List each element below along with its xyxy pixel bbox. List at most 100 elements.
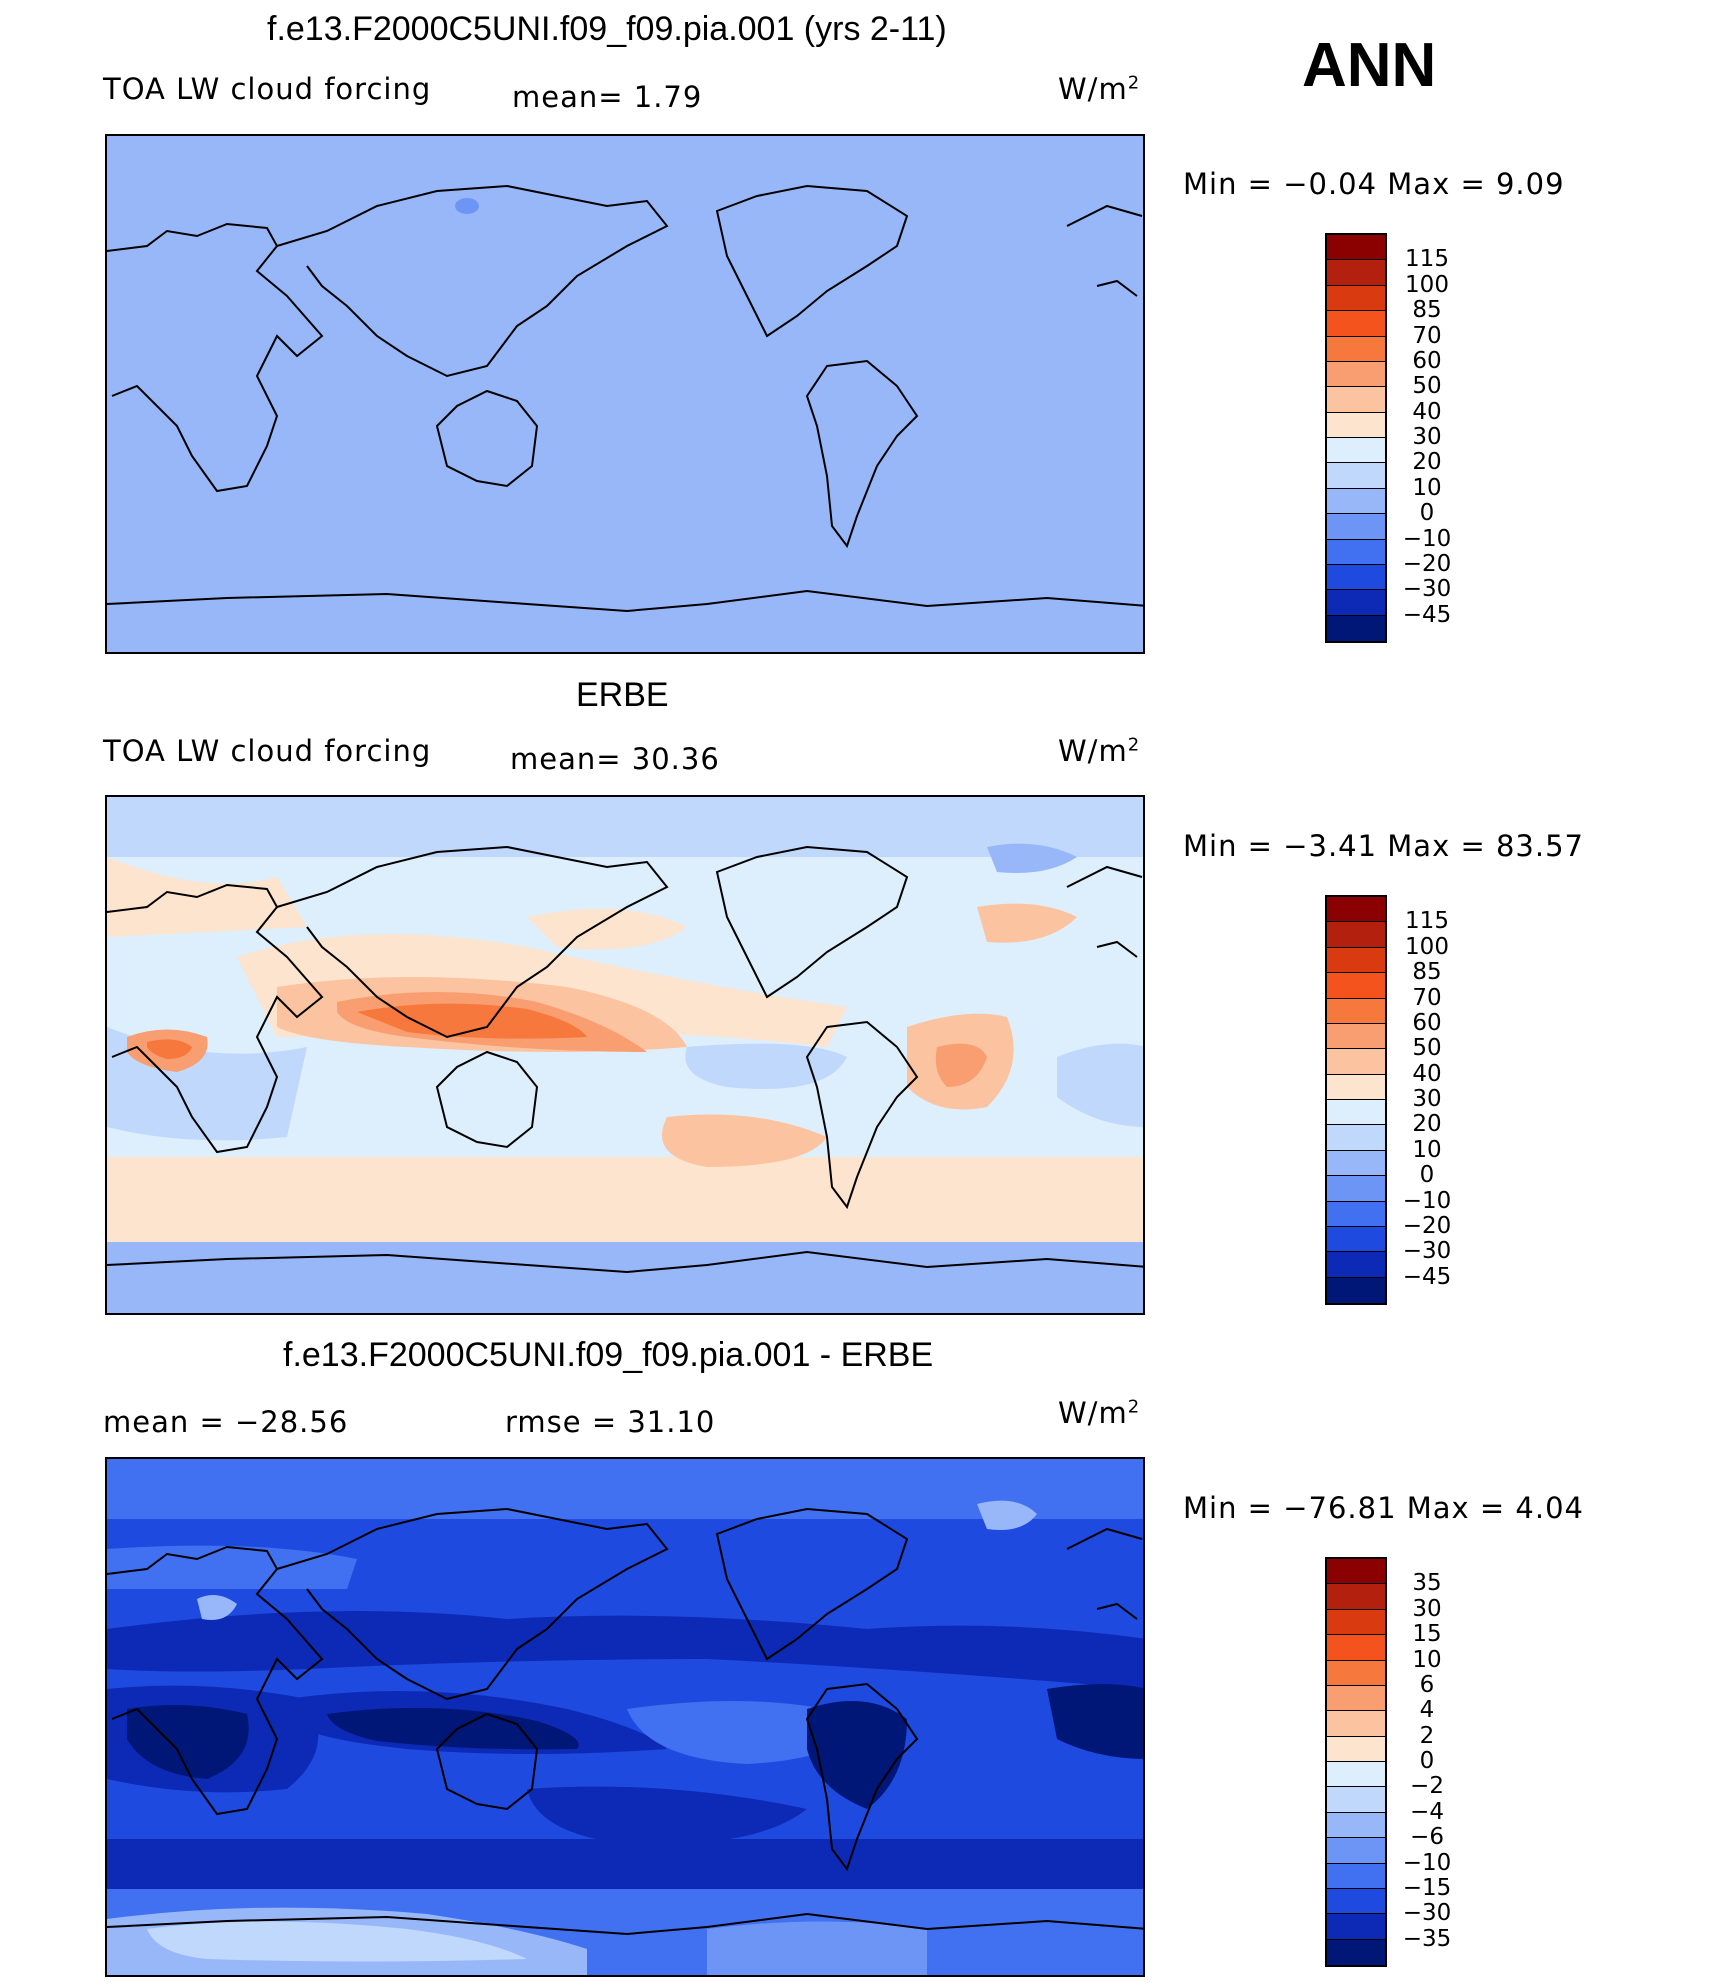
panel2-title: ERBE xyxy=(576,676,669,714)
panel1-coastlines xyxy=(107,184,1143,613)
colorbar-tick-label: −45 xyxy=(1402,1263,1452,1290)
colorbar-segment xyxy=(1327,1939,1385,1965)
colorbar-tick-label: −15 xyxy=(1402,1874,1452,1901)
colorbar-tick-label: −35 xyxy=(1402,1925,1452,1952)
colorbar-tick-label: −6 xyxy=(1410,1824,1444,1851)
panel3-units: W/m2 xyxy=(1058,1396,1141,1430)
colorbar-segment xyxy=(1327,1074,1385,1100)
colorbar-tick-label: 4 xyxy=(1419,1697,1435,1724)
colorbar-segment xyxy=(1327,1762,1385,1788)
panel3-contours xyxy=(107,1459,1143,1975)
panel3-rmse: rmse = 31.10 xyxy=(505,1405,716,1439)
colorbar-tick-label: 10 xyxy=(1412,1646,1442,1673)
colorbar-tick-label: 100 xyxy=(1405,271,1449,298)
colorbar-segment xyxy=(1327,488,1385,515)
panel1-colorbar xyxy=(1325,233,1387,643)
colorbar-tick-label: 85 xyxy=(1412,297,1442,324)
colorbar-segment xyxy=(1327,1584,1385,1610)
panel3-minmax: Min = −76.81 Max = 4.04 xyxy=(1183,1491,1584,1525)
panel2-units: W/m2 xyxy=(1058,734,1141,768)
colorbar-tick-label: 10 xyxy=(1412,474,1442,501)
colorbar-segment xyxy=(1327,285,1385,312)
panel2-coastlines xyxy=(107,845,1143,1274)
panel1-mean: mean= 1.79 xyxy=(512,80,703,114)
colorbar-tick-label: 40 xyxy=(1412,398,1442,425)
colorbar-tick-label: −30 xyxy=(1402,576,1452,603)
panel1-units: W/m2 xyxy=(1058,72,1141,106)
panel2-mean: mean= 30.36 xyxy=(510,742,720,776)
panel1-minmax: Min = −0.04 Max = 9.09 xyxy=(1183,167,1565,201)
colorbar-tick-label: 40 xyxy=(1412,1060,1442,1087)
colorbar-segment xyxy=(1327,590,1385,616)
colorbar-segment xyxy=(1327,463,1385,489)
colorbar-tick-label: 50 xyxy=(1412,1035,1442,1062)
colorbar-segment xyxy=(1327,1812,1385,1839)
panel2-contours xyxy=(107,797,1143,1313)
colorbar-segment xyxy=(1327,1711,1385,1737)
panel2-variable-label: TOA LW cloud forcing xyxy=(103,734,432,768)
colorbar-segment xyxy=(1327,564,1385,591)
colorbar-tick-label: 115 xyxy=(1405,246,1449,273)
colorbar-tick-label: 15 xyxy=(1412,1621,1442,1648)
colorbar-segment xyxy=(1327,998,1385,1024)
colorbar-tick-label: −30 xyxy=(1402,1238,1452,1265)
colorbar-tick-label: 115 xyxy=(1405,908,1449,935)
colorbar-segment xyxy=(1327,1863,1385,1889)
panel3-coastlines xyxy=(107,1507,1143,1936)
colorbar-tick-label: 60 xyxy=(1412,1009,1442,1036)
panel3-colorbar xyxy=(1325,1557,1387,1967)
panel1-field xyxy=(107,136,1143,652)
colorbar-segment xyxy=(1327,1201,1385,1227)
colorbar-tick-label: −30 xyxy=(1402,1900,1452,1927)
colorbar-segment xyxy=(1327,1914,1385,1940)
colorbar-tick-label: −10 xyxy=(1402,1849,1452,1876)
colorbar-segment xyxy=(1327,1023,1385,1050)
panel3-mean: mean = −28.56 xyxy=(103,1405,349,1439)
colorbar-segment xyxy=(1327,1226,1385,1253)
colorbar-segment xyxy=(1327,1660,1385,1686)
colorbar-tick-label: −4 xyxy=(1410,1798,1444,1825)
colorbar-tick-label: −10 xyxy=(1402,1187,1452,1214)
colorbar-segment xyxy=(1327,1125,1385,1151)
colorbar-tick-label: 6 xyxy=(1419,1671,1435,1698)
colorbar-segment xyxy=(1327,1838,1385,1864)
colorbar-tick-label: 30 xyxy=(1412,424,1442,450)
panel2-minmax: Min = −3.41 Max = 83.57 xyxy=(1183,829,1584,863)
season-label: ANN xyxy=(1302,31,1437,100)
colorbar-tick-label: 30 xyxy=(1412,1595,1442,1622)
colorbar-tick-label: −10 xyxy=(1402,525,1452,552)
colorbar-tick-label: 2 xyxy=(1419,1722,1435,1749)
colorbar-segment xyxy=(1327,311,1385,337)
colorbar-tick-label: 50 xyxy=(1412,373,1442,400)
panel2-colorbar xyxy=(1325,895,1387,1305)
colorbar-segment xyxy=(1327,514,1385,540)
colorbar-segment xyxy=(1327,336,1385,362)
colorbar-segment xyxy=(1327,1252,1385,1278)
colorbar-segment xyxy=(1327,235,1385,261)
colorbar-segment xyxy=(1327,1049,1385,1075)
panel1-low-region xyxy=(455,198,479,214)
colorbar-segment xyxy=(1327,539,1385,565)
colorbar-tick-label: 0 xyxy=(1419,500,1435,527)
panel1-title: f.e13.F2000C5UNI.f09_f09.pia.001 (yrs 2-… xyxy=(267,10,947,48)
colorbar-segment xyxy=(1327,947,1385,974)
colorbar-segment xyxy=(1327,1635,1385,1661)
panel2-map xyxy=(105,795,1145,1315)
colorbar-tick-label: 30 xyxy=(1412,1086,1442,1112)
colorbar-segment xyxy=(1327,897,1385,923)
colorbar-segment xyxy=(1327,1736,1385,1762)
colorbar-segment xyxy=(1327,1100,1385,1126)
colorbar-segment xyxy=(1327,1787,1385,1813)
colorbar-tick-label: −45 xyxy=(1402,601,1452,628)
colorbar-tick-label: 0 xyxy=(1419,1748,1435,1774)
colorbar-tick-label: 35 xyxy=(1412,1570,1442,1597)
colorbar-segment xyxy=(1327,1609,1385,1636)
colorbar-tick-label: −20 xyxy=(1402,1212,1452,1239)
colorbar-tick-label: 20 xyxy=(1412,449,1442,476)
colorbar-segment xyxy=(1327,361,1385,388)
colorbar-tick-label: 20 xyxy=(1412,1111,1442,1138)
colorbar-segment xyxy=(1327,387,1385,413)
panel3-title: f.e13.F2000C5UNI.f09_f09.pia.001 - ERBE xyxy=(283,1336,934,1374)
colorbar-segment xyxy=(1327,1150,1385,1177)
colorbar-tick-label: −2 xyxy=(1410,1773,1444,1800)
